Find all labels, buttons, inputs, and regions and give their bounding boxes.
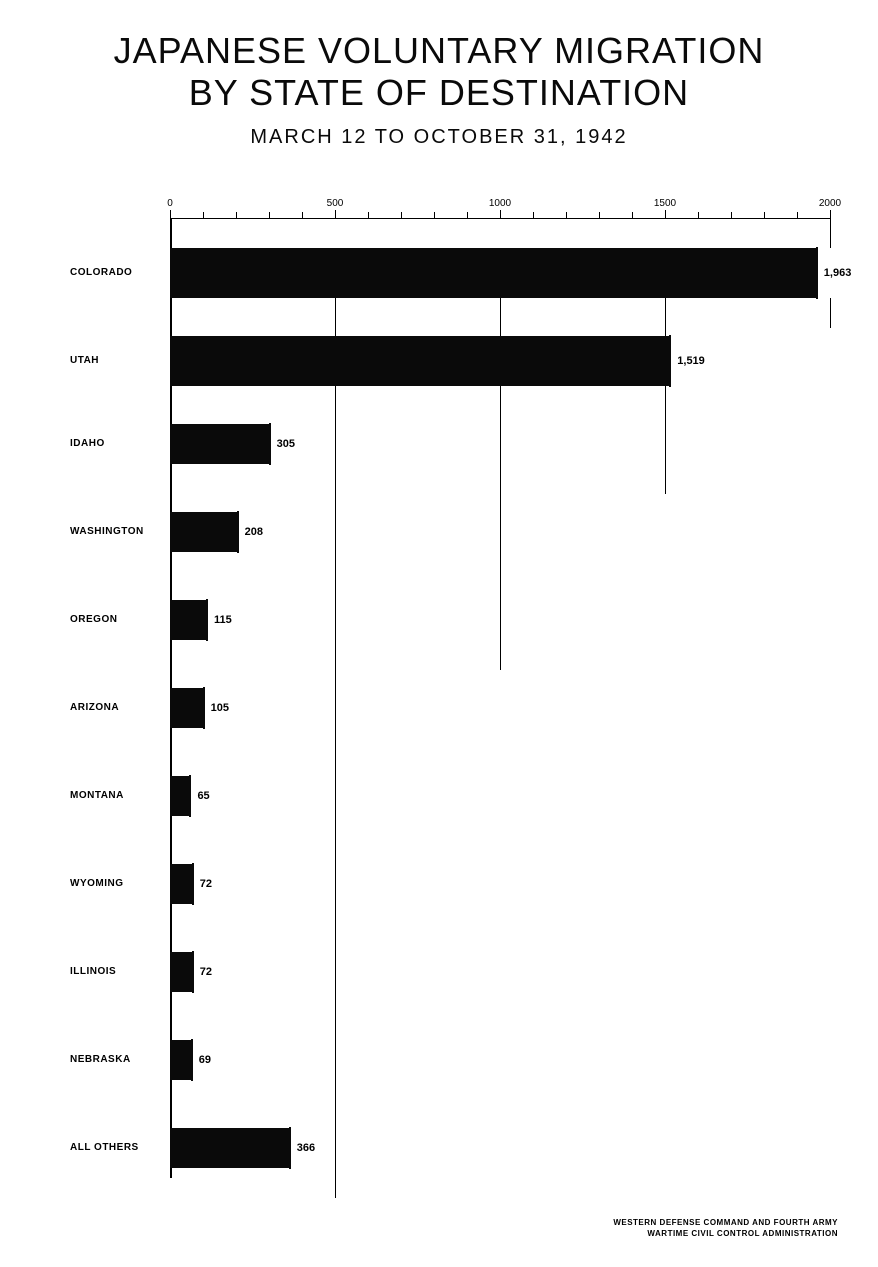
source-footer: WESTERN DEFENSE COMMAND AND FOURTH ARMY … xyxy=(613,1218,838,1239)
value-label: 69 xyxy=(199,1054,211,1066)
category-label: UTAH xyxy=(70,355,164,366)
chart-row: COLORADO1,963 xyxy=(70,248,830,298)
drop-line xyxy=(830,298,831,328)
value-label: 72 xyxy=(200,878,212,890)
bar xyxy=(170,600,208,640)
category-label: MONTANA xyxy=(70,790,164,801)
subtitle: MARCH 12 TO OCTOBER 31, 1942 xyxy=(0,126,878,149)
bar xyxy=(170,248,818,298)
chart-row: IDAHO 305 xyxy=(70,424,830,464)
x-axis-baseline xyxy=(170,218,830,219)
footer-line-1: WESTERN DEFENSE COMMAND AND FOURTH ARMY xyxy=(613,1218,838,1228)
bar xyxy=(170,336,671,386)
x-tick-label: 0 xyxy=(167,198,173,209)
value-label: 72 xyxy=(200,966,212,978)
chart-row: ARIZONA 105 xyxy=(70,688,830,728)
x-tick-label: 1500 xyxy=(654,198,676,209)
category-label: IDAHO xyxy=(70,438,164,449)
bar xyxy=(170,512,239,552)
chart-row: OREGON 115 xyxy=(70,600,830,640)
chart-row: WASHINGTON 208 xyxy=(70,512,830,552)
value-label: 115 xyxy=(214,614,232,626)
x-tick-major xyxy=(830,210,831,218)
footer-line-2: WARTIME CIVIL CONTROL ADMINISTRATION xyxy=(613,1229,838,1239)
category-label: WASHINGTON xyxy=(70,526,164,537)
value-label: 208 xyxy=(245,526,263,538)
category-label: ILLINOIS xyxy=(70,966,164,977)
x-tick-major xyxy=(335,210,336,218)
value-label: 65 xyxy=(197,790,209,802)
chart-row: UTAH 1,519 xyxy=(70,336,830,386)
category-label: OREGON xyxy=(70,614,164,625)
bar xyxy=(170,776,191,816)
value-label: 1,963 xyxy=(824,267,852,279)
category-label: ALL OTHERS xyxy=(70,1142,164,1153)
x-tick-label: 500 xyxy=(327,198,344,209)
chart-row: WYOMING 72 xyxy=(70,864,830,904)
bar xyxy=(170,688,205,728)
bar-chart: 0500100015002000 COLORADO1,963UTAH1,519I… xyxy=(70,200,830,1200)
bar xyxy=(170,864,194,904)
category-label: COLORADO xyxy=(70,267,164,278)
value-label: 105 xyxy=(211,702,229,714)
category-label: NEBRASKA xyxy=(70,1054,164,1065)
x-tick-label: 1000 xyxy=(489,198,511,209)
chart-row: NEBRASKA 69 xyxy=(70,1040,830,1080)
title-block: JAPANESE VOLUNTARY MIGRATION BY STATE OF… xyxy=(0,0,878,149)
x-tick-label: 2000 xyxy=(819,198,841,209)
bar xyxy=(170,424,271,464)
chart-row: MONTANA 65 xyxy=(70,776,830,816)
x-tick-major xyxy=(170,210,171,218)
value-label: 366 xyxy=(297,1142,315,1154)
x-axis: 0500100015002000 xyxy=(170,200,830,218)
drop-line xyxy=(665,298,666,494)
category-label: ARIZONA xyxy=(70,702,164,713)
bar xyxy=(170,952,194,992)
bar xyxy=(170,1040,193,1080)
drop-line xyxy=(830,218,831,248)
value-label: 1,519 xyxy=(677,355,705,367)
x-tick-major xyxy=(665,210,666,218)
bar xyxy=(170,1128,291,1168)
value-label: 305 xyxy=(277,438,295,450)
category-label: WYOMING xyxy=(70,878,164,889)
x-tick-major xyxy=(500,210,501,218)
title-line-1: JAPANESE VOLUNTARY MIGRATION xyxy=(0,30,878,72)
title-line-2: BY STATE OF DESTINATION xyxy=(0,72,878,114)
chart-row: ILLINOIS 72 xyxy=(70,952,830,992)
chart-row: ALL OTHERS 366 xyxy=(70,1128,830,1168)
